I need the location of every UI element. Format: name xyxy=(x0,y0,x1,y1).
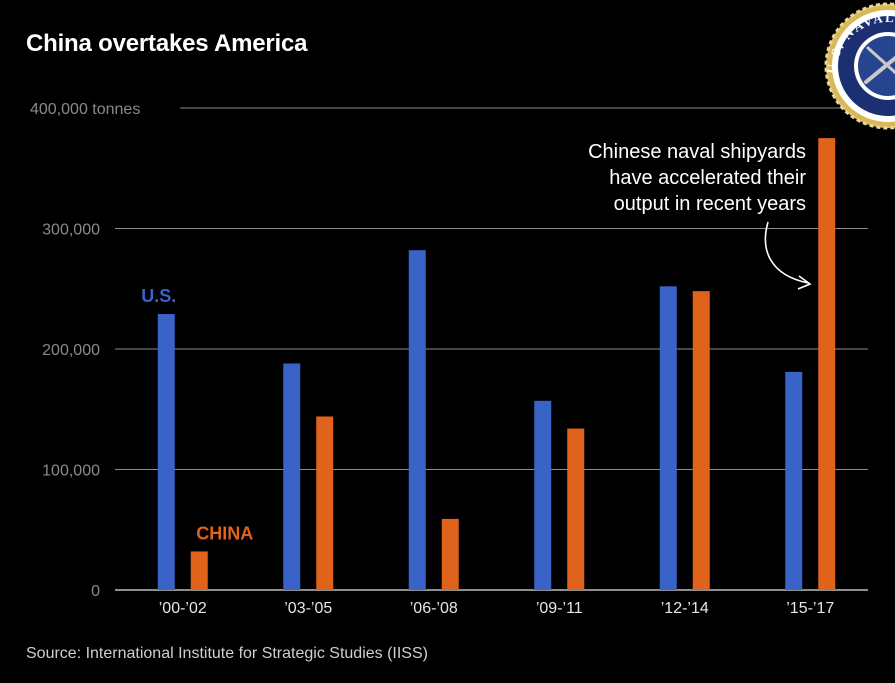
annotation-arrowhead-icon xyxy=(797,275,812,290)
seal-text-bottom: 187 xyxy=(891,107,895,130)
gridlines xyxy=(115,107,868,591)
page-title: China overtakes America xyxy=(26,30,308,57)
us-bar xyxy=(785,371,803,590)
chart: 0 100,000 200,000 300,000 400,000 tonnes ’00… xyxy=(30,101,868,617)
y-tick-label: 100,000 xyxy=(42,463,100,480)
us-bar xyxy=(659,286,677,590)
us-bar xyxy=(283,363,301,590)
annotation-line: have accelerated their xyxy=(609,167,806,189)
china-bar xyxy=(190,551,208,590)
y-tick-label: 0 xyxy=(91,583,100,600)
annotation-line: output in recent years xyxy=(614,193,806,215)
annotation-line: Chinese naval shipyards xyxy=(588,141,806,163)
us-bar xyxy=(157,314,175,590)
y-axis-ticks: 0 100,000 200,000 300,000 400,000 tonnes xyxy=(30,101,140,600)
y-tick-label: 200,000 xyxy=(42,342,100,359)
bars xyxy=(157,138,836,590)
series-label-china: CHINA xyxy=(196,523,253,543)
svg-text:187: 187 xyxy=(891,107,895,130)
source-note: Source: International Institute for Stra… xyxy=(26,645,428,662)
x-tick-label: ’06-’08 xyxy=(410,600,458,617)
x-tick-label: ’15-’17 xyxy=(786,600,834,617)
china-bar xyxy=(818,138,836,590)
china-bar xyxy=(441,518,459,590)
us-bar xyxy=(534,400,552,590)
y-tick-label: 300,000 xyxy=(42,222,100,239)
naval-institute-seal-icon: U.S. NAVAL I 187 xyxy=(824,2,895,130)
x-tick-label: ’12-’14 xyxy=(661,600,709,617)
series-label-us: U.S. xyxy=(141,286,176,306)
x-tick-label: ’00-’02 xyxy=(159,600,207,617)
x-tick-label: ’09-’11 xyxy=(536,600,583,617)
y-tick-label: 400,000 tonnes xyxy=(30,101,140,118)
china-bar xyxy=(567,428,585,590)
x-axis-ticks: ’00-’02 ’03-’05 ’06-’08 ’09-’11 ’12-’14 ’15-’… xyxy=(159,600,835,617)
annotation: Chinese naval shipyards have accelerated … xyxy=(588,141,812,290)
x-tick-label: ’03-’05 xyxy=(284,600,332,617)
us-bar xyxy=(408,250,426,590)
china-bar xyxy=(692,291,710,590)
china-bar xyxy=(316,416,334,590)
series-labels: U.S. CHINA xyxy=(141,286,253,543)
annotation-arrow xyxy=(764,221,809,284)
